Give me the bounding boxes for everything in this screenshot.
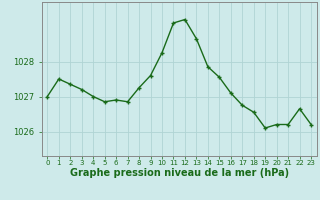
- X-axis label: Graphe pression niveau de la mer (hPa): Graphe pression niveau de la mer (hPa): [70, 168, 289, 178]
